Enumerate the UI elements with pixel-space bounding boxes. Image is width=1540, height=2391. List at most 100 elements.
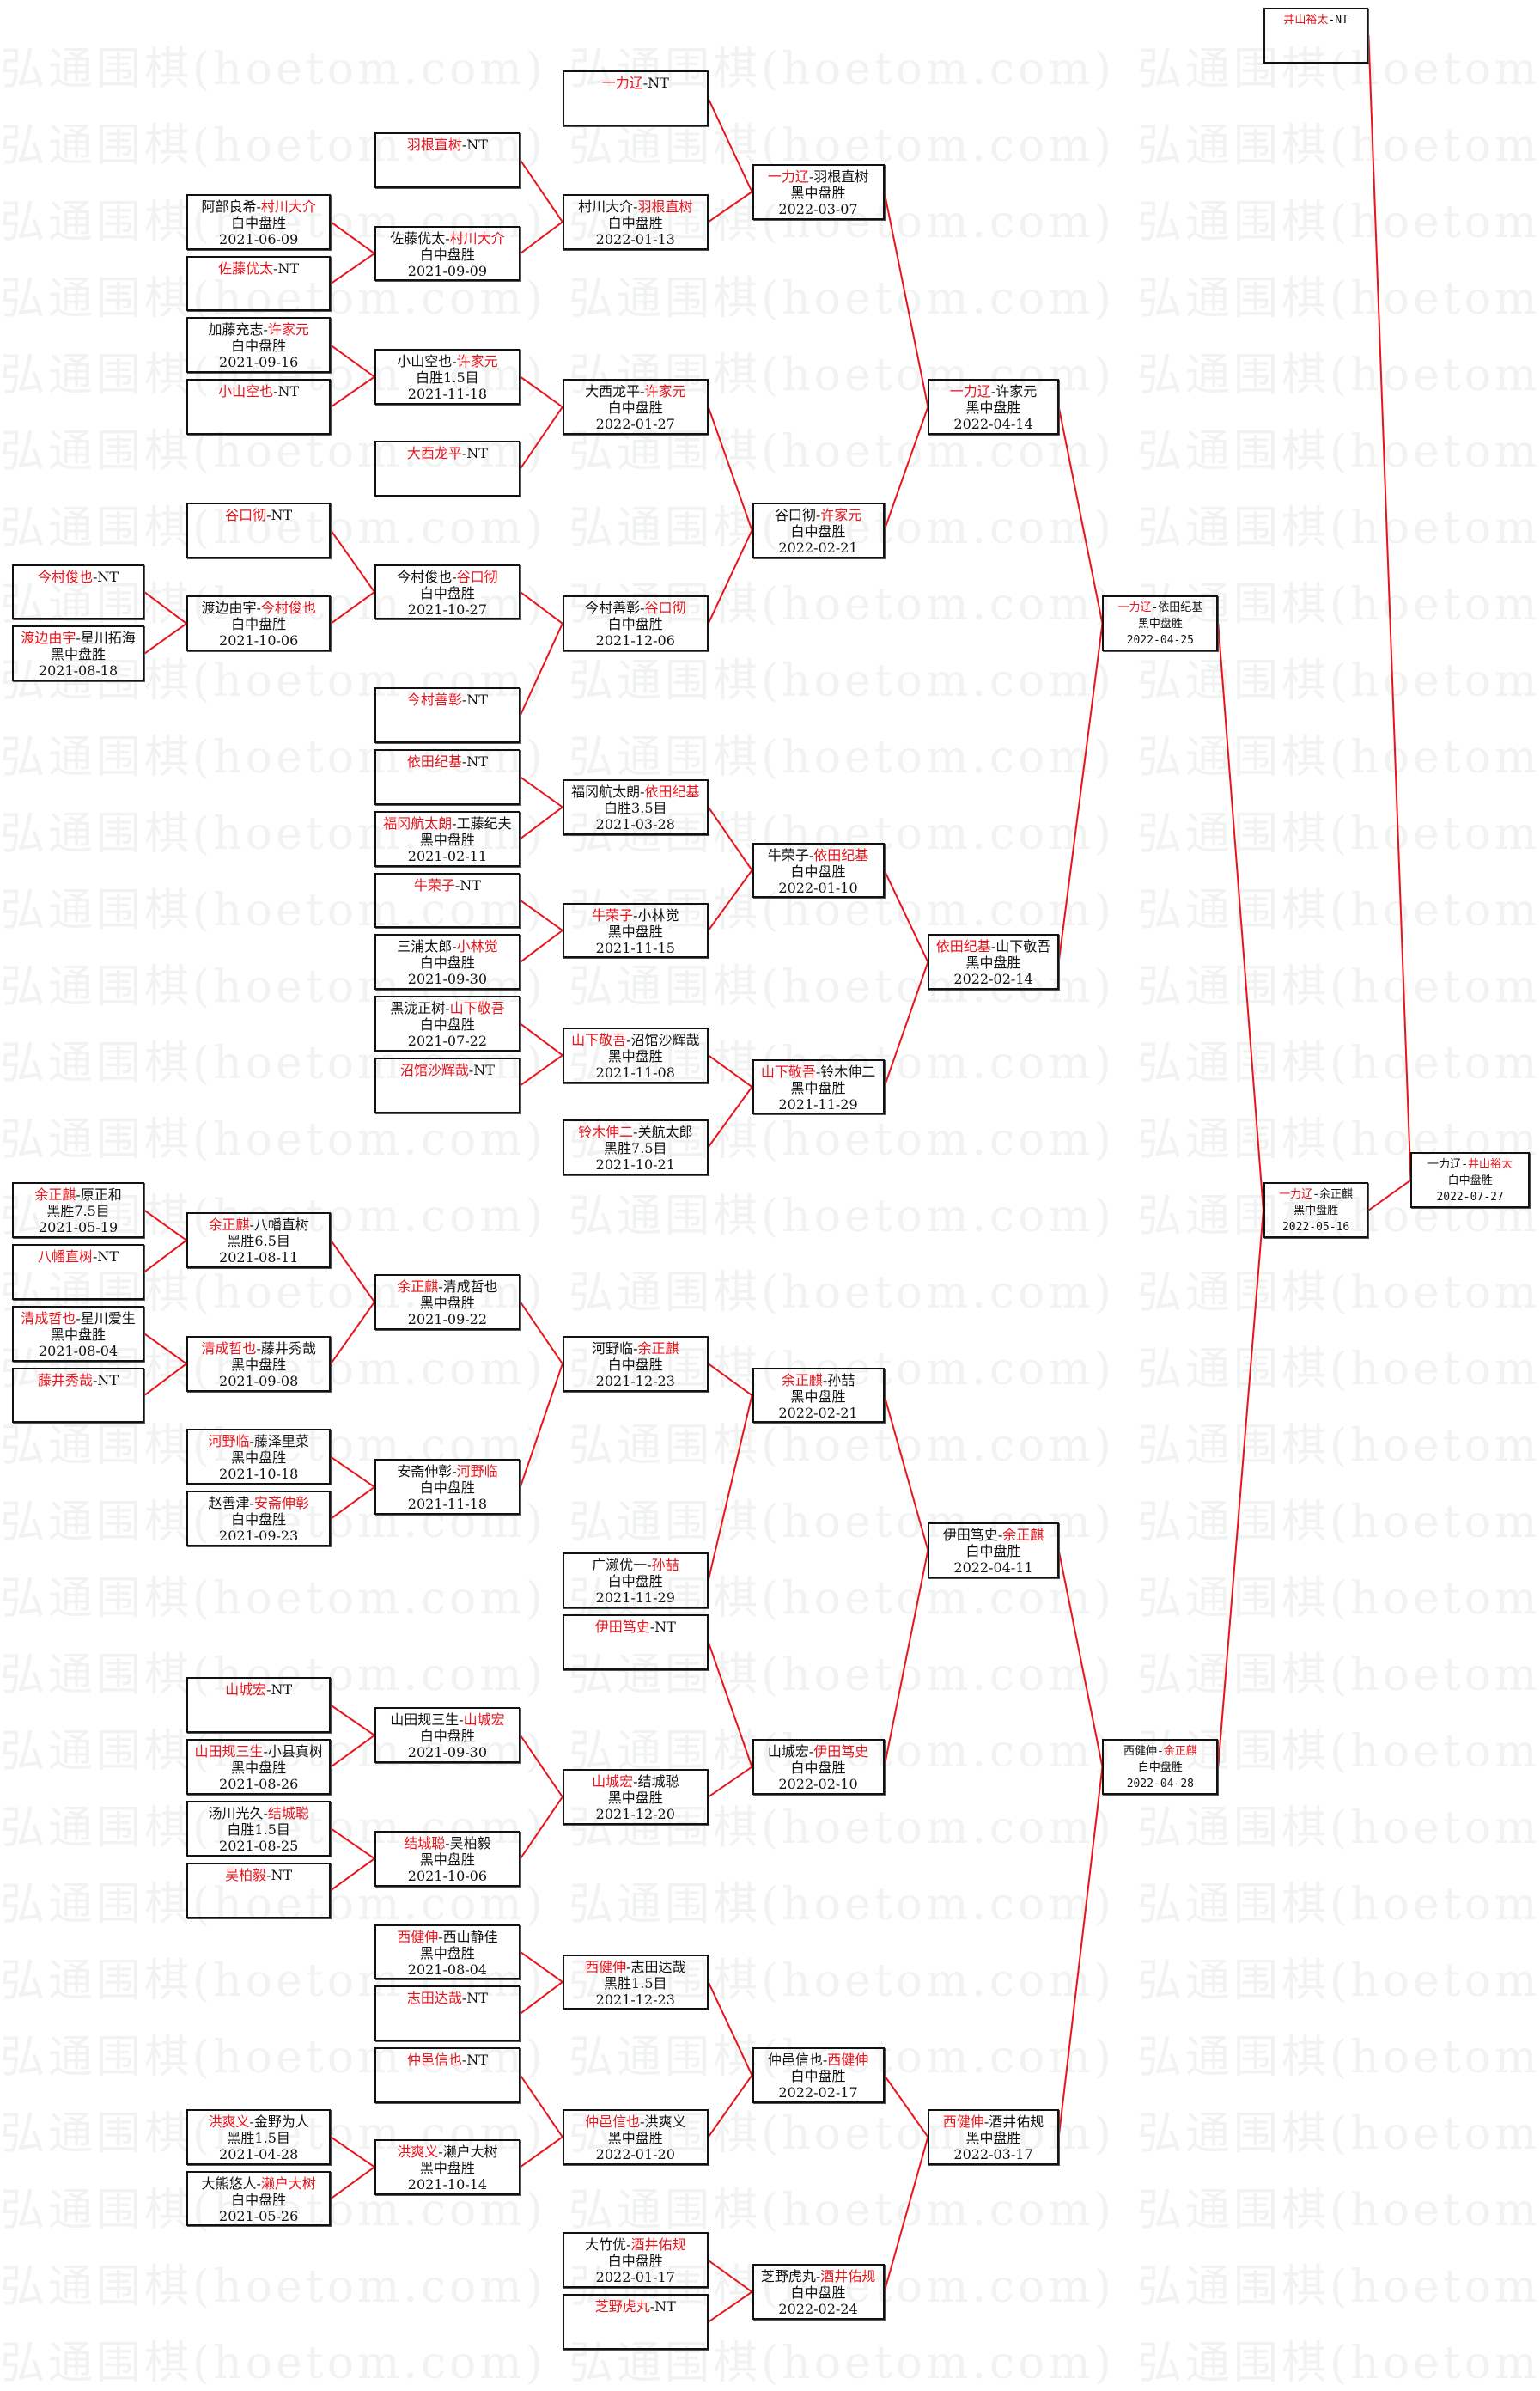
watermark-text: 弘通围棋(hoetom.com)	[0, 732, 546, 784]
connector-line	[708, 1054, 753, 1088]
player-name: 汤川光久	[208, 1804, 264, 1821]
winner-name: 西健伸	[827, 2052, 869, 2069]
match-box: 谷口彻-许家元 白中盘胜 2022-02-21	[752, 502, 885, 558]
winner-name: 许家元	[820, 506, 862, 523]
watermark-text: 弘通围棋(hoetom.com)	[569, 1726, 1115, 1778]
match-date: 2021-08-18	[38, 662, 119, 680]
match-date: 2021-11-18	[407, 386, 488, 403]
separator: -	[633, 198, 638, 215]
match-players: 余正麒-八幡直树	[188, 1217, 329, 1233]
match-players: 福冈航太朗-依田纪基	[564, 784, 707, 800]
separator: -	[249, 1217, 254, 1234]
winner-name: 安斋伸彰	[253, 1495, 309, 1512]
separator: -	[76, 1309, 81, 1327]
match-date: 2021-10-14	[407, 2175, 488, 2193]
match-result: 黑中盘胜	[419, 2159, 475, 2176]
match-players: 一力辽-依田纪基	[1104, 600, 1216, 616]
watermark-text: 弘通围棋(hoetom.com)	[1137, 1038, 1540, 1089]
connector-line	[1057, 406, 1104, 624]
watermark-text: 弘通围棋(hoetom.com)	[0, 1344, 546, 1395]
match-players: 谷口彻-NT	[188, 507, 329, 523]
match-box: 大西龙平-NT	[374, 441, 520, 497]
player-name: 原正和	[80, 1186, 122, 1204]
match-result: 黑中盘胜	[419, 1295, 475, 1312]
match-result: 黑胜1.5目	[227, 2129, 290, 2146]
match-box: 清成哲也-藤井秀哉 黑中盘胜 2021-09-08	[186, 1335, 332, 1392]
match-players: 清成哲也-藤井秀哉	[188, 1340, 329, 1357]
match-box: 山下敬吾-沼馆沙辉哉 黑中盘胜 2021-11-08	[562, 1027, 709, 1083]
match-box: 山田规三生-山城宏 白中盘胜 2021-09-30	[374, 1707, 520, 1764]
watermark-text: 弘通围棋(hoetom.com)	[1137, 808, 1540, 860]
connector-line	[883, 406, 929, 531]
winner-name: 佐藤优太	[218, 259, 274, 277]
winner-name: 酒井佑规	[820, 2268, 876, 2285]
separator: -	[461, 445, 467, 462]
match-box: 牛荣子-NT	[374, 872, 520, 929]
separator: -	[1156, 1745, 1164, 1759]
match-box: 汤川光久-结城聪 白胜1.5目 2021-08-25	[186, 1800, 332, 1857]
winner-name: 依田纪基	[935, 938, 991, 955]
player-name: 结城聪	[637, 1773, 679, 1790]
match-result: 白中盘胜	[790, 2284, 846, 2302]
separator: -	[454, 876, 460, 894]
connector-line	[330, 221, 375, 254]
separator: -	[93, 1248, 98, 1266]
winner-name: 小林觉	[456, 938, 498, 955]
connector-line	[520, 375, 563, 408]
player-name: 藤泽里菜	[253, 1433, 309, 1450]
match-box: 大西龙平-许家元 白中盘胜 2022-01-27	[562, 379, 709, 436]
match-date: 2022-01-20	[595, 2145, 675, 2162]
player-name: 濑户大树	[442, 2143, 498, 2160]
match-result: 黑中盘胜	[51, 646, 107, 663]
winner-name: 一力辽	[1279, 1188, 1313, 1202]
player-name: 志田达哉	[630, 1958, 686, 1975]
bye-marker: NT	[460, 876, 481, 894]
watermark-text: 弘通围棋(hoetom.com)	[0, 961, 546, 1013]
separator: -	[626, 1031, 631, 1048]
match-box: 西健伸-志田达哉 黑胜1.5目 2021-12-23	[562, 1954, 709, 2010]
bye-marker: NT	[466, 2052, 488, 2069]
match-box: 佐藤优太-村川大介 白中盘胜 2021-09-09	[374, 225, 520, 282]
player-name: 沼馆沙辉哉	[630, 1031, 700, 1048]
match-box: 余正麒-原正和 黑胜7.5目 2021-05-19	[12, 1182, 145, 1239]
match-box: 赵善津-安斋伸彰 白中盘胜 2021-09-23	[186, 1491, 332, 1547]
match-box: 黑泷正树-山下敬吾 白中盘胜 2021-07-22	[374, 996, 520, 1052]
separator: -	[445, 1000, 450, 1017]
separator: -	[256, 198, 261, 215]
bye-marker: NT	[277, 383, 300, 400]
connector-line	[520, 2136, 563, 2168]
separator: -	[249, 1495, 254, 1512]
connector-line	[520, 1951, 563, 1983]
watermark-text: 弘通围棋(hoetom.com)	[1137, 579, 1540, 631]
separator: -	[256, 1339, 261, 1357]
watermark-text: 弘通围棋(hoetom.com)	[0, 350, 546, 401]
connector-line	[330, 345, 375, 378]
connector-line	[707, 1641, 753, 1767]
match-box: 洪爽义-金野为人 黑胜1.5目 2021-04-28	[186, 2108, 332, 2165]
match-date: 2021-09-30	[407, 1744, 488, 1761]
match-box: 三浦太郎-小林觉 白中盘胜 2021-09-30	[374, 934, 520, 991]
winner-name: 井山裕太	[1468, 1158, 1513, 1172]
match-players: 大西龙平-NT	[376, 445, 519, 461]
match-players: 加藤充志-许家元	[188, 321, 329, 338]
separator: -	[1151, 601, 1159, 615]
match-box: 加藤充志-许家元 白中盘胜 2021-09-16	[186, 317, 332, 374]
separator: -	[1312, 1188, 1320, 1202]
separator: -	[93, 1371, 98, 1388]
separator: -	[649, 2298, 655, 2315]
match-date: 2021-12-23	[595, 1372, 675, 1389]
winner-name: 余正麒	[1163, 1745, 1197, 1759]
match-players: 一力辽-余正麒	[1265, 1186, 1367, 1203]
match-box: 大竹优-酒井佑规 白中盘胜 2022-01-17	[562, 2232, 709, 2289]
player-name: 伊田笃史	[942, 1527, 998, 1543]
match-box: 山城宏-伊田笃史 白中盘胜 2022-02-10	[752, 1739, 885, 1795]
player-name: 关航太郎	[637, 1123, 693, 1140]
player-name: 铃木伸二	[820, 1063, 876, 1080]
match-box: 一力辽-NT	[562, 70, 709, 127]
winner-name: 芝野虎丸	[594, 2298, 650, 2315]
match-date: 2021-10-21	[595, 1156, 675, 1173]
match-players: 河野临-余正麒	[564, 1340, 707, 1357]
match-box: 一力辽-羽根直树 黑中盘胜 2022-03-07	[752, 163, 885, 220]
match-result: 白中盘胜	[419, 246, 475, 263]
watermark-text: 弘通围棋(hoetom.com)	[1137, 1114, 1540, 1166]
